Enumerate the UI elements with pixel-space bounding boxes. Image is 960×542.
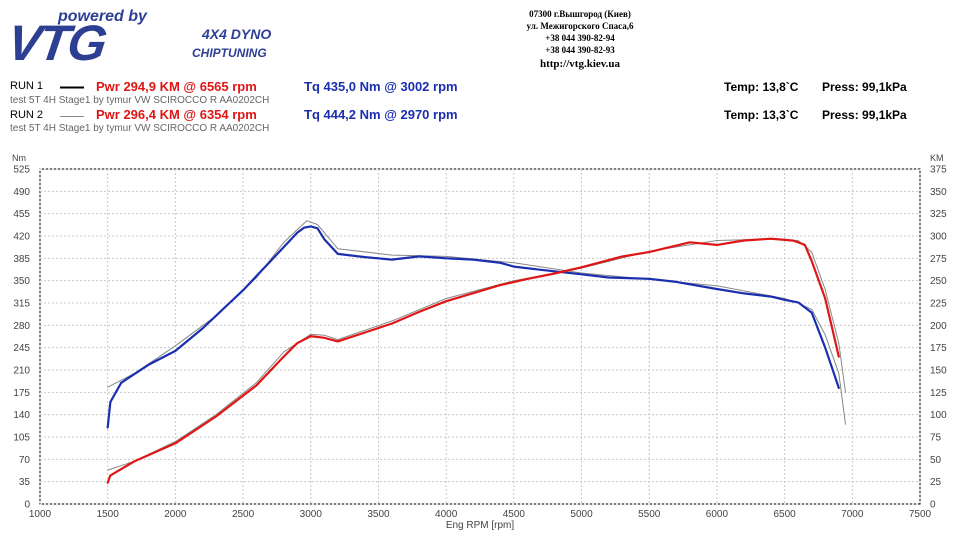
y-right-tick-label: 0 bbox=[930, 500, 936, 511]
run1-press: Press: 99,1kPa bbox=[822, 80, 907, 94]
x-tick-label: 3500 bbox=[367, 509, 390, 520]
run1-description: test 5T 4H Stage1 by tymur VW SCIROCCO R… bbox=[10, 95, 270, 106]
run2-temp: Temp: 13,3`C bbox=[724, 108, 799, 122]
run1-torque-curve bbox=[106, 225, 840, 429]
axis-ticks: 1000 1500 2000 2500 3000 3500 4000 4500 5000 5500… bbox=[13, 165, 947, 521]
x-tick-label: 1500 bbox=[97, 509, 120, 520]
y-left-tick-label: 420 bbox=[13, 232, 30, 243]
contact-phone-2: +38 044 390-82-93 bbox=[545, 45, 615, 55]
y-right-tick-label: 200 bbox=[930, 321, 947, 332]
run2-power-curve bbox=[107, 238, 846, 471]
y-left-tick-label: 385 bbox=[13, 254, 30, 265]
run2-description: test 5T 4H Stage1 by tymur VW SCIROCCO R… bbox=[10, 123, 270, 134]
logo-chiptuning-text: CHIPTUNING bbox=[192, 46, 267, 60]
y-right-tick-label: 75 bbox=[930, 433, 942, 444]
y-left-tick-label: 35 bbox=[19, 477, 31, 488]
y-right-tick-label: 250 bbox=[930, 276, 947, 287]
run1-power-curve bbox=[106, 237, 840, 484]
logo-powered-text: powered by bbox=[58, 8, 147, 25]
run1-label: RUN 1 bbox=[10, 80, 44, 92]
y-right-tick-label: 375 bbox=[930, 165, 947, 176]
run1-temp: Temp: 13,8`C bbox=[724, 80, 799, 94]
run2-press: Press: 99,1kPa bbox=[822, 108, 907, 122]
y-right-tick-label: 225 bbox=[930, 299, 947, 310]
y-right-tick-label: 100 bbox=[930, 410, 947, 421]
y-left-tick-label: 245 bbox=[13, 343, 30, 354]
x-tick-label: 4000 bbox=[435, 509, 458, 520]
run2-power-peak: Pwr 296,4 KM @ 6354 rpm bbox=[96, 107, 257, 122]
y-right-tick-label: 175 bbox=[930, 343, 947, 354]
x-tick-label: 2500 bbox=[232, 509, 255, 520]
y-right-tick-label: 125 bbox=[930, 388, 947, 399]
run2-legend-line bbox=[60, 116, 84, 117]
y-left-tick-label: 175 bbox=[13, 388, 30, 399]
x-axis-title: Eng RPM [rpm] bbox=[446, 520, 515, 531]
plot-frame bbox=[39, 168, 921, 505]
y-right-tick-label: 50 bbox=[930, 455, 942, 466]
x-tick-label: 5500 bbox=[638, 509, 661, 520]
run1-torque-peak: Tq 435,0 Nm @ 3002 rpm bbox=[304, 79, 458, 94]
x-tick-label: 5000 bbox=[570, 509, 593, 520]
y-left-tick-label: 105 bbox=[13, 433, 30, 444]
contact-address-street: ул. Межигорского Спаса,6 bbox=[526, 21, 634, 31]
y-right-tick-label: 275 bbox=[930, 254, 947, 265]
y-left-tick-label: 70 bbox=[19, 455, 31, 466]
curves bbox=[106, 220, 846, 484]
left-axis-unit: Nm bbox=[12, 153, 26, 163]
grid-lines bbox=[39, 168, 921, 505]
y-right-tick-label: 350 bbox=[930, 187, 947, 198]
y-right-tick-label: 325 bbox=[930, 209, 947, 220]
logo-dyno-text: 4X4 DYNO bbox=[202, 26, 272, 42]
x-tick-label: 4500 bbox=[503, 509, 526, 520]
y-right-tick-label: 150 bbox=[930, 366, 947, 377]
right-axis-unit: KM bbox=[930, 153, 944, 163]
run2-torque-peak: Tq 444,2 Nm @ 2970 rpm bbox=[304, 107, 458, 122]
y-left-tick-label: 140 bbox=[13, 410, 30, 421]
x-tick-label: 2000 bbox=[164, 509, 187, 520]
y-left-tick-label: 455 bbox=[13, 209, 30, 220]
run2-label: RUN 2 bbox=[10, 109, 44, 121]
y-right-tick-label: 25 bbox=[930, 477, 942, 488]
y-left-tick-label: 210 bbox=[13, 366, 30, 377]
y-left-tick-label: 525 bbox=[13, 165, 30, 176]
y-left-tick-label: 490 bbox=[13, 187, 30, 198]
x-tick-label: 1000 bbox=[29, 509, 52, 520]
y-right-tick-label: 300 bbox=[930, 232, 947, 243]
run2-torque-curve bbox=[107, 220, 846, 425]
y-left-tick-label: 315 bbox=[13, 299, 30, 310]
x-tick-label: 7000 bbox=[841, 509, 864, 520]
y-left-tick-label: 0 bbox=[24, 500, 30, 511]
x-tick-label: 7500 bbox=[909, 509, 932, 520]
x-tick-label: 6500 bbox=[773, 509, 796, 520]
run1-legend-line bbox=[60, 86, 84, 89]
contact-phone-1: +38 044 390-82-94 bbox=[545, 33, 615, 43]
x-tick-label: 6000 bbox=[706, 509, 729, 520]
run1-power-peak: Pwr 294,9 KM @ 6565 rpm bbox=[96, 79, 257, 94]
y-left-tick-label: 350 bbox=[13, 276, 30, 287]
y-left-tick-label: 280 bbox=[13, 321, 30, 332]
contact-website: http://vtg.kiev.ua bbox=[539, 58, 621, 70]
contact-address-city: 07300 г.Вышгород (Киев) bbox=[529, 9, 631, 19]
x-tick-label: 3000 bbox=[300, 509, 323, 520]
